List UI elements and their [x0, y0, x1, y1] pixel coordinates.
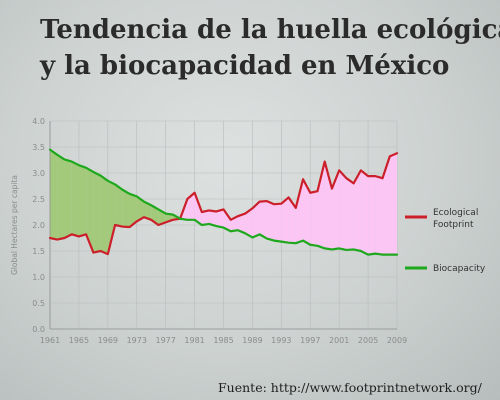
x-tick-label-10: 2001	[329, 336, 349, 345]
deficit-area-26-0	[237, 213, 246, 234]
legend-ecological-footprint-label: Ecological Footprint	[433, 208, 478, 230]
y-tick-label-5: 2.5	[32, 195, 45, 204]
y-tick-label-3: 1.5	[32, 247, 45, 256]
deficit-area-20-0	[194, 192, 202, 225]
deficit-area-27-0	[245, 208, 253, 238]
x-tick-label-6: 1985	[213, 336, 233, 345]
series-line-ecological-footprint	[48, 152, 399, 256]
chart-title: Tendencia de la huella ecológica y la bi…	[40, 12, 500, 84]
deficit-area-43-0	[360, 170, 369, 255]
x-tick-label-0: 1961	[40, 336, 60, 345]
x-tick-label-4: 1977	[155, 336, 175, 345]
x-tick-label-3: 1973	[127, 336, 147, 345]
deficit-area-37-0	[317, 161, 325, 249]
y-tick-label-8: 4.0	[32, 117, 45, 126]
reserve-area-2-0	[64, 159, 72, 238]
y-tick-label-4: 2.0	[32, 221, 45, 230]
deficit-area-31-0	[274, 203, 282, 242]
reserve-area-5-0	[86, 167, 94, 253]
reserve-area-0-0	[50, 149, 58, 240]
deficit-area-42-0	[353, 170, 361, 251]
reserve-area-13-0	[143, 201, 152, 220]
x-tick-label-5: 1981	[184, 336, 204, 345]
deficit-area-41-0	[346, 178, 354, 250]
x-tick-label-7: 1989	[242, 336, 262, 345]
y-axis-label: Global Hectares per capita	[10, 175, 19, 275]
deficit-area-44-0	[368, 176, 376, 255]
deficit-area-28-0	[252, 201, 260, 238]
deficit-area-22-0	[209, 210, 217, 227]
deficit-area-35-0	[303, 179, 311, 245]
deficit-area-36-0	[310, 191, 318, 246]
y-tick-label-6: 3.0	[32, 169, 45, 178]
y-tick-label-0: 0.0	[32, 325, 45, 334]
legend-biocapacity-label: Biocapacity	[433, 264, 486, 274]
reserve-area-4-0	[78, 165, 87, 237]
x-tick-label-11: 2005	[358, 336, 378, 345]
reserve-area-8-0	[107, 180, 116, 255]
chart-title-line-2: y la biocapacidad en México	[40, 51, 450, 81]
reserve-area-12-0	[136, 196, 144, 222]
x-tick-label-2: 1969	[98, 336, 118, 345]
x-tick-label-1: 1965	[69, 336, 89, 345]
chart-title-line-1: Tendencia de la huella ecológica	[40, 15, 500, 45]
reserve-area-3-0	[71, 161, 79, 237]
reserve-area-10-0	[122, 189, 130, 228]
y-tick-label-1: 0.5	[32, 299, 45, 308]
x-tick-label-8: 1993	[271, 336, 291, 345]
x-tick-label-9: 1997	[300, 336, 320, 345]
deficit-area-32-0	[281, 197, 289, 243]
deficit-area-30-0	[266, 201, 275, 241]
deficit-area-21-0	[201, 210, 210, 225]
reserve-area-7-0	[100, 175, 108, 255]
deficit-area-39-0	[331, 170, 340, 250]
deficit-area-46-0	[382, 156, 390, 255]
reserve-area-11-0	[129, 193, 137, 228]
reserve-area-9-0	[115, 184, 123, 227]
series-line-biocapacity	[48, 148, 399, 256]
y-tick-label-7: 3.5	[32, 143, 45, 152]
deficit-area-33-0	[288, 197, 296, 244]
deficit-area-19-0	[187, 192, 195, 220]
y-tick-label-2: 1.0	[32, 273, 45, 282]
deficit-area-29-0	[259, 201, 267, 239]
source-credit: Fuente: http://www.footprintnetwork.org/	[218, 380, 482, 395]
deficit-area-23-0	[216, 209, 224, 228]
reserve-area-1-0	[57, 154, 65, 240]
deficit-area-34-0	[295, 179, 304, 244]
x-tick-label-12: 2009	[387, 336, 407, 345]
deficit-area-40-0	[339, 170, 347, 250]
deficit-area-24-0	[223, 209, 231, 232]
deficit-area-45-0	[375, 176, 383, 255]
deficit-area-47-0	[389, 153, 397, 255]
reserve-area-6-0	[93, 171, 101, 253]
